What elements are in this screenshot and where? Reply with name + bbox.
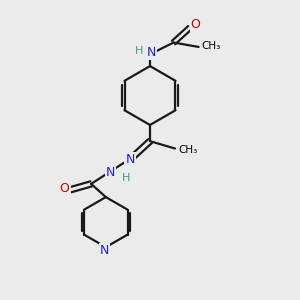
Text: CH₃: CH₃ <box>179 145 198 155</box>
Text: N: N <box>147 46 156 59</box>
Text: N: N <box>106 166 115 178</box>
Text: H: H <box>135 46 143 56</box>
Text: N: N <box>125 153 135 166</box>
Text: CH₃: CH₃ <box>201 41 220 51</box>
Text: N: N <box>100 244 109 256</box>
Text: O: O <box>191 18 201 31</box>
Text: O: O <box>60 182 70 195</box>
Text: H: H <box>122 173 130 183</box>
